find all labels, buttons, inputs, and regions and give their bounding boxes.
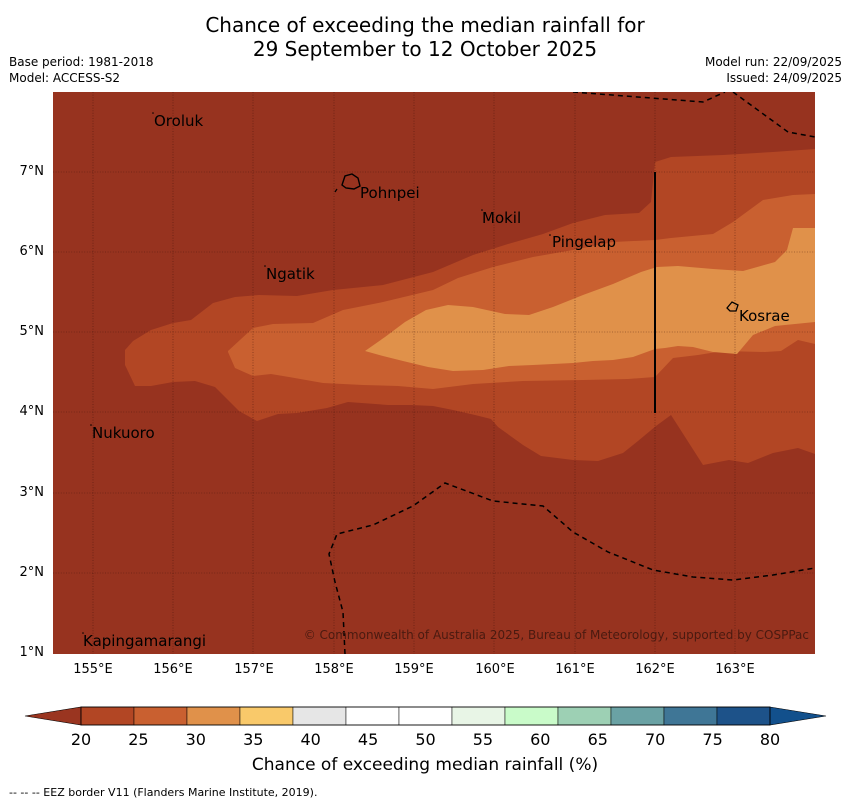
- colorbar-cell: [80, 706, 135, 726]
- meta-left: Base period: 1981-2018 Model: ACCESS-S2: [9, 54, 154, 86]
- lon-tick-160e: 160°E: [475, 662, 515, 677]
- band-30-35: [365, 228, 815, 371]
- lon-tick-162e: 162°E: [635, 662, 675, 677]
- meta-right: Model run: 22/09/2025 Issued: 24/09/2025: [705, 54, 842, 86]
- colorbar-cell: [557, 706, 612, 726]
- lon-tick-157e: 157°E: [234, 662, 274, 677]
- colorbar-low-arrow: [24, 706, 82, 726]
- colorbar-tick-label: 70: [645, 730, 666, 749]
- eez-footnote: -- -- -- EEZ border V11 (Flanders Marine…: [9, 786, 318, 799]
- lon-tick-156e: 156°E: [153, 662, 193, 677]
- model-text: Model: ACCESS-S2: [9, 71, 121, 85]
- lat-tick-2n: 2°N: [19, 565, 45, 580]
- place-pohnpei: Pohnpei: [360, 184, 420, 202]
- colorbar-title: Chance of exceeding median rainfall (%): [251, 755, 599, 775]
- colorbar-tick-label: 80: [759, 730, 781, 749]
- colorbar: [24, 706, 827, 726]
- lon-tick-163e: 163°E: [715, 662, 755, 677]
- pohnpei-islet: [334, 188, 338, 193]
- place-mokil: Mokil: [482, 209, 521, 227]
- title-line-1: Chance of exceeding the median rainfall …: [205, 13, 645, 37]
- colorbar-tick-label: 40: [300, 730, 321, 749]
- colorbar-cell: [133, 706, 188, 726]
- lon-tick-158e: 158°E: [314, 662, 354, 677]
- colorbar-tick-label: 25: [128, 730, 149, 749]
- place-oroluk: Oroluk: [154, 112, 203, 130]
- lat-tick-5n: 5°N: [19, 324, 45, 339]
- place-kapingamarangi: Kapingamarangi: [83, 632, 206, 650]
- colorbar-cell: [451, 706, 506, 726]
- oroluk-marker: [152, 112, 154, 114]
- rainfall-map: Oroluk Pohnpei Mokil Pingelap Ngatik Kos…: [53, 92, 815, 654]
- eez-border: [328, 92, 815, 654]
- graticule: [53, 92, 815, 654]
- mokil-marker: [481, 209, 483, 211]
- lat-tick-4n: 4°N: [19, 404, 45, 419]
- kapingamarangi-marker: [82, 632, 84, 634]
- colorbar-tick-label: 35: [243, 730, 264, 749]
- place-kosrae: Kosrae: [739, 307, 790, 325]
- colorbar-high-arrow: [769, 706, 827, 726]
- title-line-2: 29 September to 12 October 2025: [252, 37, 598, 61]
- colorbar-tick-label: 75: [702, 730, 723, 749]
- colorbar-cell: [663, 706, 718, 726]
- lat-tick-7n: 7°N: [19, 164, 45, 179]
- lat-tick-3n: 3°N: [19, 485, 45, 500]
- place-pingelap: Pingelap: [552, 233, 616, 251]
- colorbar-cell: [292, 706, 347, 726]
- colorbar-cell: [504, 706, 559, 726]
- colorbar-tick-label: 60: [530, 730, 551, 749]
- colorbar-cell: [610, 706, 665, 726]
- colorbar-tick-label: 65: [587, 730, 608, 749]
- lat-tick-6n: 6°N: [19, 244, 45, 259]
- colorbar-cell: [716, 706, 771, 726]
- colorbar-frame: [80, 706, 771, 726]
- colorbar-cell: [239, 706, 294, 726]
- model-run-text: Model run: 22/09/2025: [704, 55, 842, 69]
- issued-text: Issued: 24/09/2025: [726, 71, 842, 85]
- colorbar-cell: [398, 706, 453, 726]
- colorbar-tick-label: 50: [415, 730, 436, 749]
- colorbar-cell: [186, 706, 241, 726]
- pingelap-marker: [549, 234, 551, 236]
- kosrae-island: [726, 301, 739, 312]
- nukuoro-marker: [90, 424, 92, 426]
- colorbar-tick-label: 20: [70, 730, 92, 749]
- colorbar-cell: [345, 706, 400, 726]
- place-ngatik: Ngatik: [266, 265, 315, 283]
- copyright-text: © Commonwealth of Australia 2025, Bureau…: [304, 628, 809, 642]
- lon-tick-161e: 161°E: [555, 662, 595, 677]
- colorbar-tick-label: 55: [472, 730, 494, 749]
- ngatik-marker: [264, 265, 266, 267]
- lat-tick-1n: 1°N: [19, 645, 45, 660]
- colorbar-tick-label: 30: [185, 730, 206, 749]
- colorbar-cells: [80, 706, 771, 726]
- colorbar-tick-label: 45: [357, 730, 379, 749]
- lon-tick-155e: 155°E: [73, 662, 113, 677]
- chart-title: Chance of exceeding the median rainfall …: [0, 13, 850, 61]
- lon-tick-159e: 159°E: [394, 662, 434, 677]
- base-period-text: Base period: 1981-2018: [9, 55, 154, 69]
- pohnpei-island: [341, 173, 361, 190]
- place-nukuoro: Nukuoro: [92, 424, 155, 442]
